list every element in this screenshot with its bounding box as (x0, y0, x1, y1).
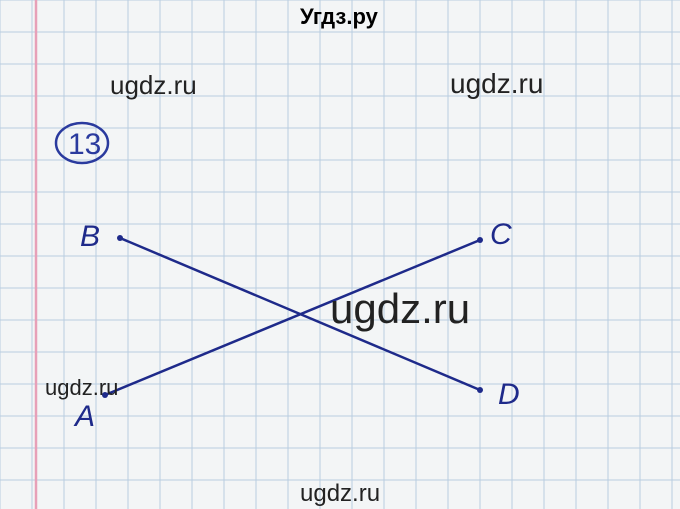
problem-number-text: 13 (68, 128, 101, 161)
notebook-diagram (0, 0, 680, 509)
point-label-d: D (498, 378, 520, 412)
point-label-b: B (80, 220, 100, 254)
grid-background (0, 0, 680, 509)
point-label-a: A (75, 400, 95, 434)
problem-number: 13 (68, 128, 101, 162)
point-label-c: C (490, 218, 512, 252)
